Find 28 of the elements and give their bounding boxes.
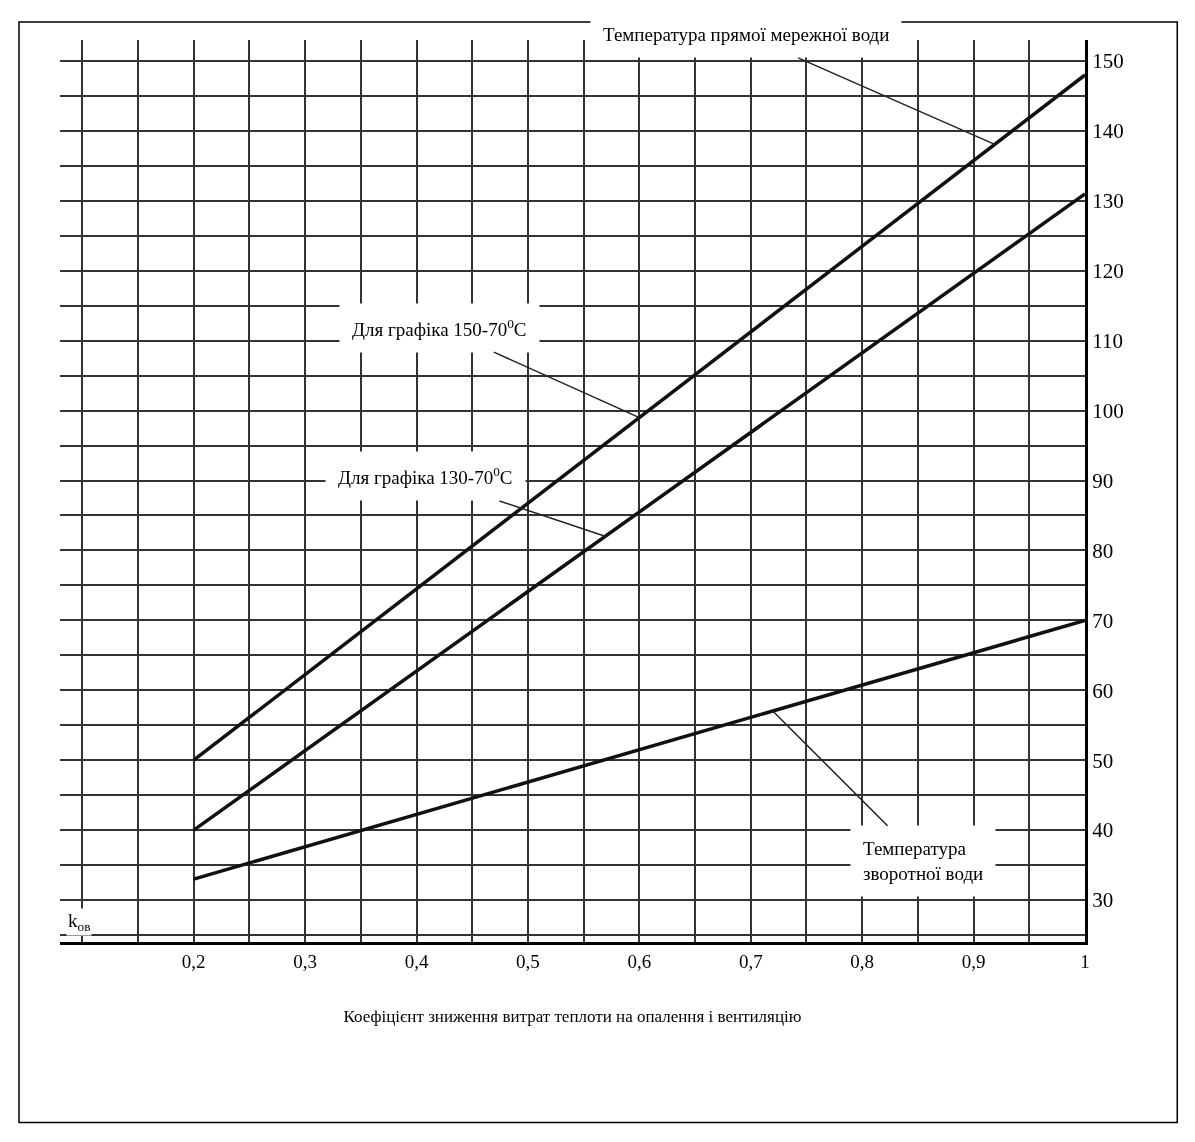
- x-tick-label: 1: [1080, 950, 1090, 972]
- y-tick-label: 140: [1092, 119, 1124, 144]
- y-tick-label: 90: [1092, 468, 1114, 493]
- y-tick-label: 60: [1092, 678, 1114, 703]
- annotation: Температура прямої мережної води: [603, 24, 890, 45]
- y-tick-label: 30: [1092, 888, 1114, 913]
- x-tick-label: 0,7: [738, 950, 763, 972]
- x-tick-label: 0,5: [516, 950, 540, 972]
- annotation: Температура зворотної води: [863, 838, 984, 884]
- x-axis-title: Коефіцієнт зниження витрат теплоти на опалення і вентиляцію: [343, 1007, 802, 1027]
- x-tick-label: 0,8: [850, 950, 875, 972]
- y-tick-label: 150: [1092, 49, 1124, 74]
- y-tick-label: 120: [1092, 259, 1124, 284]
- y-tick-label: 40: [1092, 818, 1114, 843]
- x-tick-label: 0,3: [293, 950, 317, 972]
- y-tick-label: 100: [1092, 398, 1124, 423]
- y-tick-label: 50: [1092, 748, 1114, 773]
- annotation: k$_{ов}$: [68, 910, 91, 934]
- annotation: Для графіка 130-70$^{0}$C: [338, 464, 513, 488]
- x-tick-label: 0,4: [404, 950, 429, 972]
- x-tick-label: 0,9: [961, 950, 986, 972]
- y-tick-label: 130: [1092, 189, 1124, 214]
- y-tick-label: 80: [1092, 538, 1114, 563]
- y-tick-label: 110: [1092, 329, 1123, 354]
- y-tick-label: 70: [1092, 608, 1114, 633]
- x-tick-label: 0,2: [181, 950, 206, 972]
- annotation: Для графіка 150-70$^{0}$C: [352, 316, 527, 340]
- x-tick-label: 0,6: [627, 950, 652, 972]
